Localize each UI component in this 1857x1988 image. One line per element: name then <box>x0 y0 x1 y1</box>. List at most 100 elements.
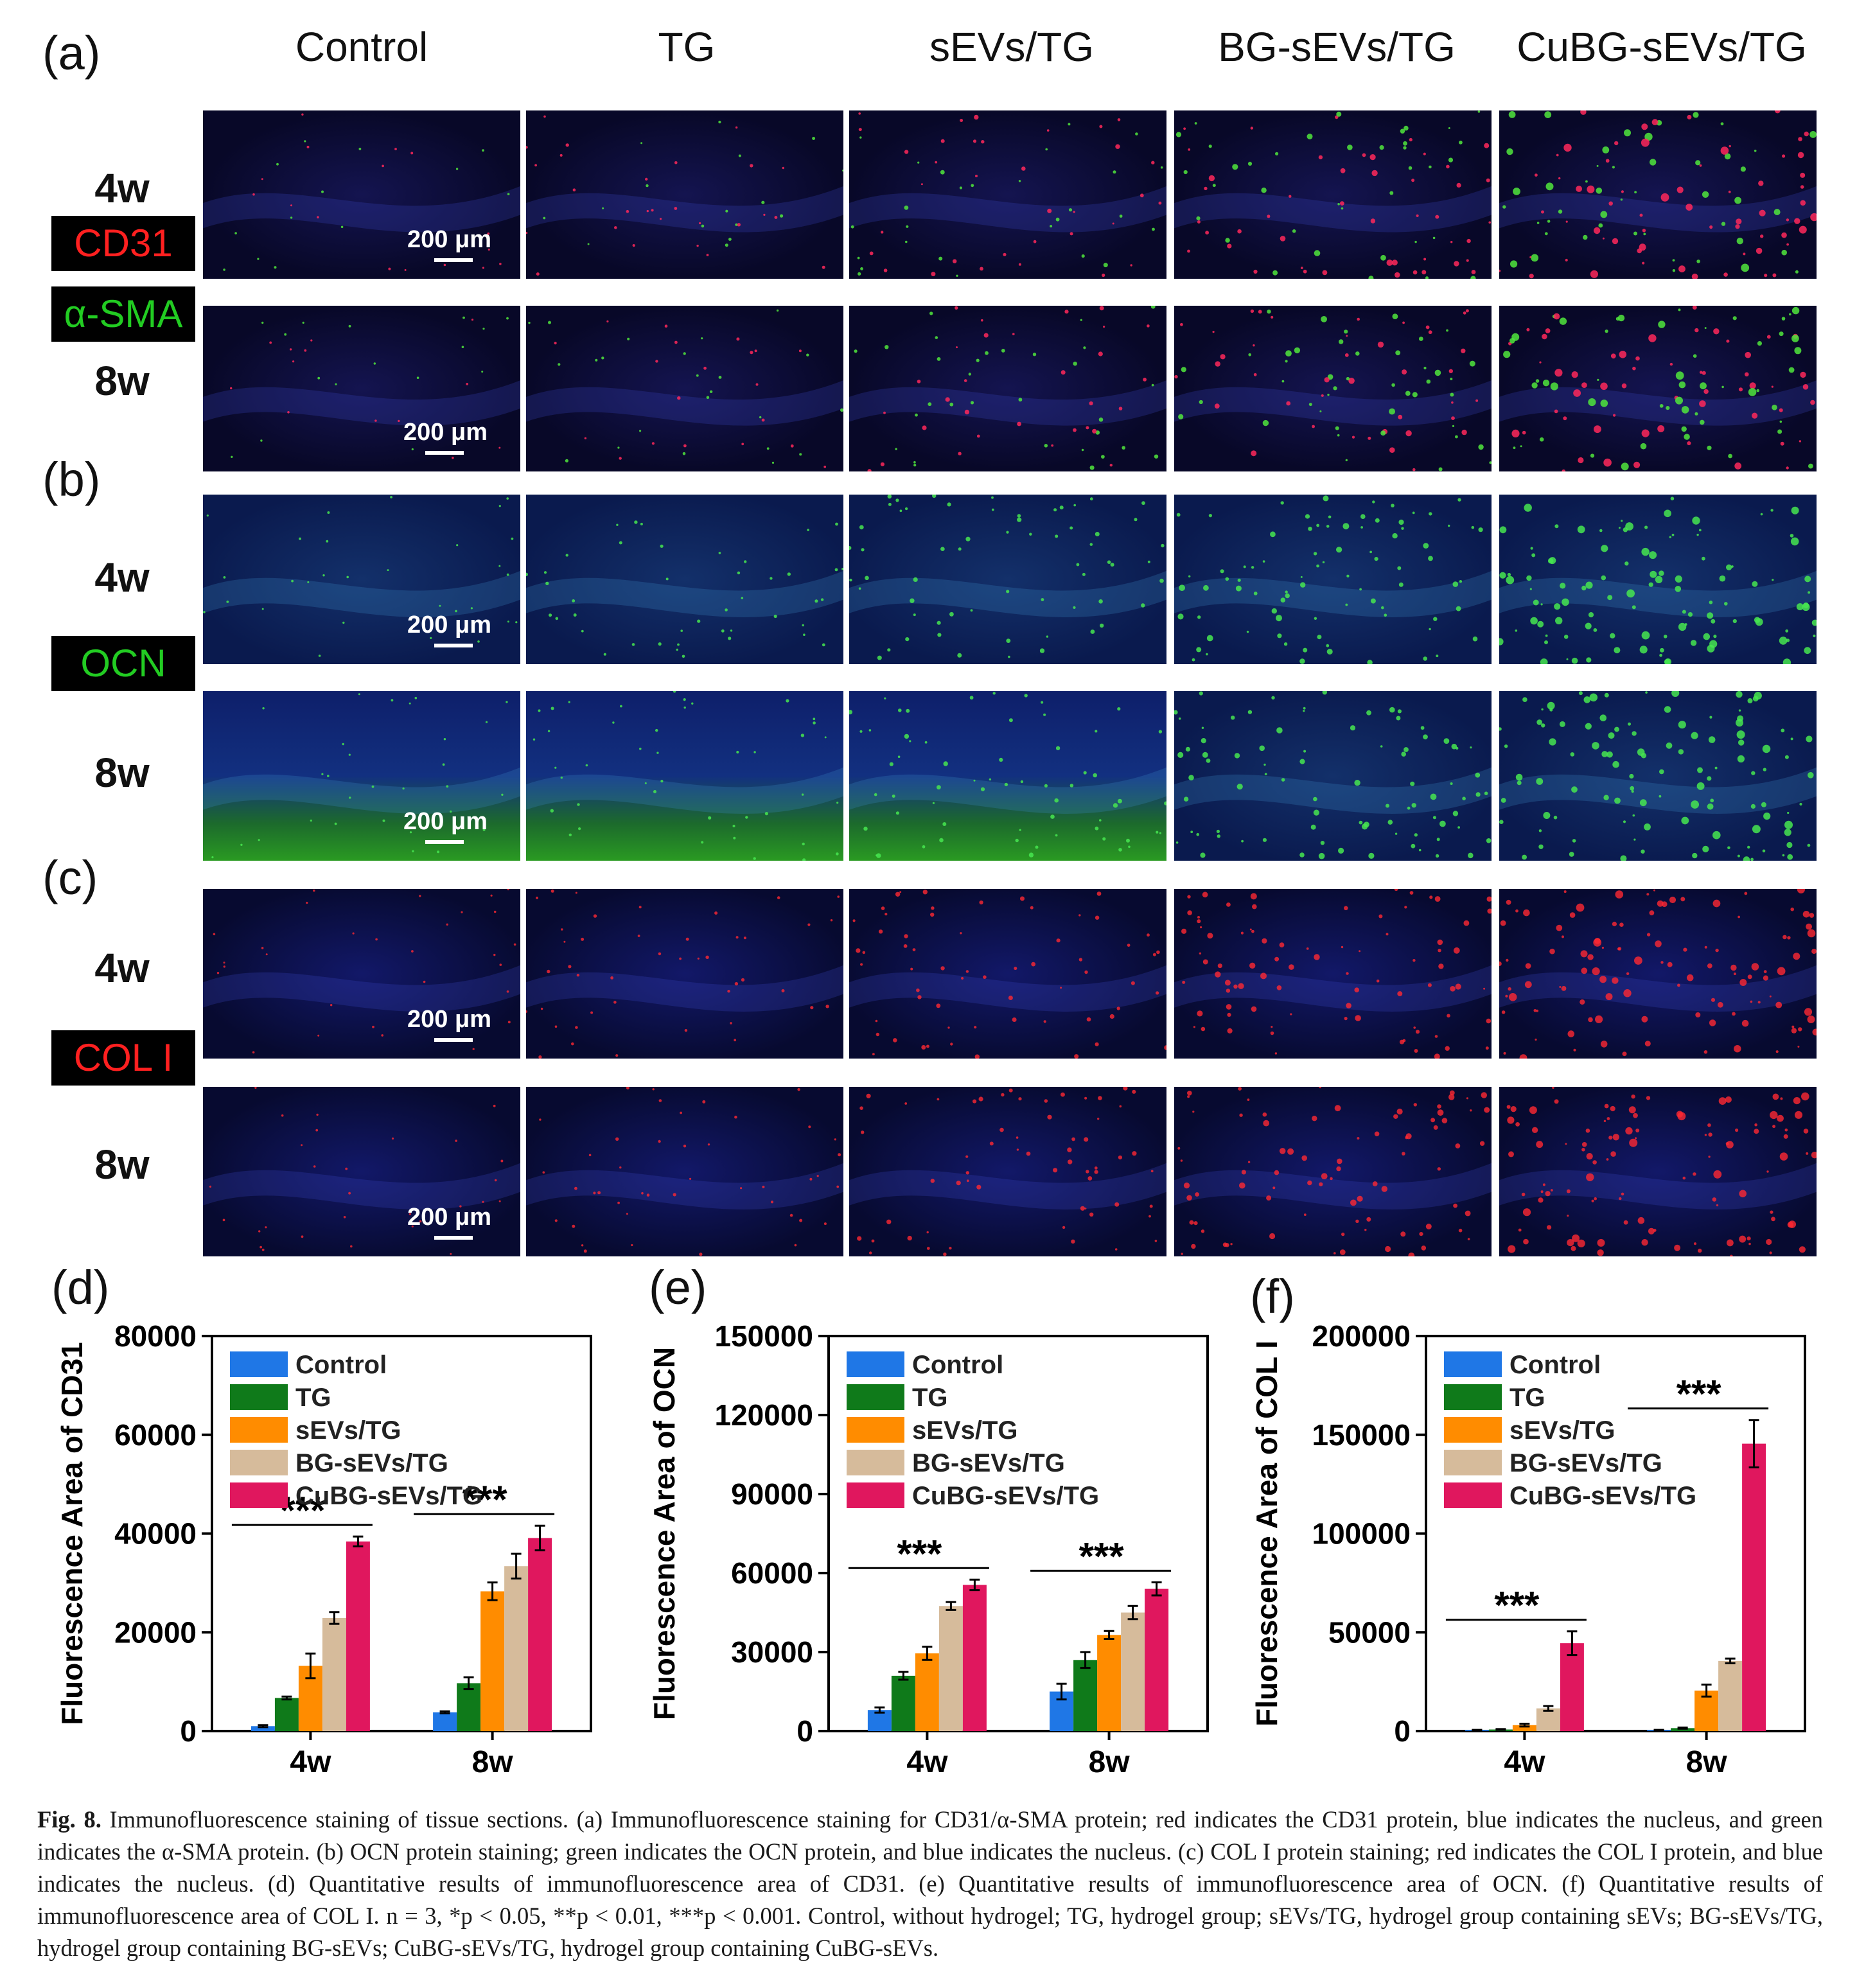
column-header-control: Control <box>295 24 428 70</box>
panel-label-f: (f) <box>1250 1270 1295 1323</box>
row-label-c-8w: 8w <box>94 1141 150 1188</box>
bar-cubg-sevs-tg <box>1560 1643 1584 1731</box>
significance-label: *** <box>897 1532 942 1575</box>
fluorescence-image <box>1499 1087 1817 1256</box>
significance-label: *** <box>280 1489 326 1532</box>
bar-cubg-sevs-tg <box>346 1541 370 1731</box>
scale-bar <box>425 840 464 844</box>
legend-swatch <box>847 1351 904 1377</box>
y-tick-label: 0 <box>796 1714 813 1748</box>
stain-label-col1: COL I <box>51 1030 195 1086</box>
legend-swatch <box>1444 1450 1502 1475</box>
legend-swatch <box>847 1450 904 1475</box>
legend-label: BG-sEVs/TG <box>1509 1449 1662 1477</box>
panel-label-b: (b) <box>42 453 101 506</box>
fluorescence-image <box>203 306 520 471</box>
y-tick-label: 200000 <box>1312 1319 1411 1353</box>
row-label-b-8w: 8w <box>94 750 150 796</box>
y-tick-label: 150000 <box>715 1319 814 1353</box>
legend-swatch <box>230 1384 288 1410</box>
y-axis-label: Fluorescence Area of OCN <box>647 1347 681 1720</box>
bar-bg-sevs-tg <box>1536 1708 1560 1731</box>
significance-label: *** <box>462 1478 508 1521</box>
caption-label: Fig. 8. <box>37 1806 101 1833</box>
legend-label: TG <box>1509 1384 1545 1412</box>
fluorescence-image <box>849 691 1166 861</box>
fluorescence-image <box>1499 889 1817 1059</box>
y-tick-label: 120000 <box>715 1398 814 1432</box>
scale-bar-label: 200 μm <box>407 611 491 638</box>
fluorescence-image <box>526 1087 843 1256</box>
y-tick-label: 30000 <box>731 1635 813 1669</box>
panel-label-d: (d) <box>51 1261 110 1314</box>
fluorescence-image <box>1499 110 1817 279</box>
y-tick-label: 20000 <box>114 1615 197 1649</box>
bar-cubg-sevs-tg <box>528 1538 552 1731</box>
x-tick-label: 8w <box>1089 1745 1131 1779</box>
row-label-c-4w: 4w <box>94 945 150 991</box>
bar-cubg-sevs-tg <box>1145 1588 1169 1731</box>
bar-sevs-tg <box>480 1591 505 1731</box>
y-tick-label: 40000 <box>114 1517 197 1551</box>
panel-label-a: (a) <box>42 26 101 80</box>
legend-swatch <box>847 1384 904 1410</box>
scale-bar-label: 200 μm <box>407 1204 491 1231</box>
bar-tg <box>1073 1660 1098 1731</box>
fluorescence-image <box>1174 495 1492 664</box>
figure-caption: Fig. 8. Immunofluorescence staining of t… <box>37 1804 1823 1964</box>
row-label-a-4w: 4w <box>94 165 150 211</box>
fluorescence-image <box>1499 691 1817 861</box>
fluorescence-image <box>849 110 1166 279</box>
y-axis-label: Fluorescence Area of COL I <box>1250 1341 1283 1727</box>
legend-swatch <box>230 1351 288 1377</box>
legend-label: sEVs/TG <box>912 1416 1018 1445</box>
fluorescence-image <box>849 495 1166 664</box>
caption-text: Immunofluorescence staining of tissue se… <box>37 1806 1823 1961</box>
y-tick-label: 0 <box>180 1714 197 1748</box>
legend-swatch <box>1444 1351 1502 1377</box>
x-tick-label: 4w <box>1504 1745 1545 1779</box>
fluorescence-image <box>526 306 843 471</box>
significance-label: *** <box>1494 1584 1540 1627</box>
fluorescence-image <box>526 691 843 861</box>
legend-label: Control <box>295 1351 387 1379</box>
scale-bar <box>434 258 473 262</box>
bar-tg <box>891 1675 915 1731</box>
fluorescence-image <box>1499 495 1817 664</box>
legend-label: Control <box>912 1351 1003 1379</box>
y-tick-label: 60000 <box>114 1418 197 1452</box>
y-tick-label: 80000 <box>114 1319 197 1353</box>
scale-bar <box>434 644 473 647</box>
bar-bg-sevs-tg <box>938 1606 963 1731</box>
scale-bar-label: 200 μm <box>407 1006 491 1033</box>
legend-swatch <box>847 1482 904 1508</box>
legend-swatch <box>1444 1417 1502 1443</box>
legend-label: CuBG-sEVs/TG <box>1509 1482 1696 1510</box>
stain-label-asma: α-SMA <box>51 286 195 342</box>
row-label-b-4w: 4w <box>94 554 150 601</box>
y-tick-label: 150000 <box>1312 1418 1411 1452</box>
x-tick-label: 8w <box>1686 1745 1728 1779</box>
fluorescence-image <box>1174 110 1492 279</box>
bar-bg-sevs-tg <box>1718 1660 1743 1731</box>
legend-label: BG-sEVs/TG <box>912 1449 1065 1477</box>
plot-frame <box>827 1335 1209 1732</box>
y-tick-label: 60000 <box>731 1556 813 1590</box>
bar-tg <box>274 1698 299 1731</box>
legend-label: TG <box>295 1384 331 1412</box>
y-tick-label: 90000 <box>731 1477 813 1511</box>
bar-control <box>251 1726 275 1731</box>
fluorescence-image <box>849 889 1166 1059</box>
stain-label-ocn: OCN <box>51 636 195 691</box>
fluorescence-image <box>526 889 843 1059</box>
panel-label-c: (c) <box>42 851 98 904</box>
legend-swatch <box>1444 1384 1502 1410</box>
scale-bar <box>425 451 464 455</box>
column-header-bg-sevs-tg: BG-sEVs/TG <box>1218 24 1456 70</box>
fluorescence-image <box>849 306 1166 471</box>
fluorescence-image <box>1174 691 1492 861</box>
bar-tg <box>457 1683 481 1731</box>
fluorescence-image <box>1499 306 1817 471</box>
fluorescence-image <box>203 691 520 861</box>
legend-label: TG <box>912 1384 948 1412</box>
